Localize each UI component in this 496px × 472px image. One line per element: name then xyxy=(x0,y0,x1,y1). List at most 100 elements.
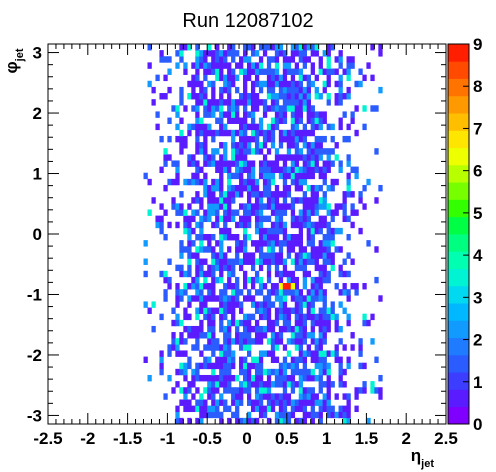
heatmap-cell xyxy=(298,197,304,204)
heatmap-cell xyxy=(203,362,208,370)
heatmap-cell xyxy=(266,148,272,155)
heatmap-cell xyxy=(378,86,383,94)
heatmap-cell xyxy=(318,111,323,118)
heatmap-cell xyxy=(258,381,264,388)
heatmap-cell xyxy=(175,417,180,425)
heatmap-cell xyxy=(330,381,335,388)
heatmap-cell xyxy=(258,240,264,247)
heatmap-cell xyxy=(227,129,232,137)
heatmap-cell xyxy=(254,68,260,75)
heatmap-cell xyxy=(294,221,300,229)
heatmap-cell xyxy=(219,270,224,278)
heatmap-cell xyxy=(326,313,331,321)
heatmap-cell xyxy=(342,307,347,314)
heatmap-cell xyxy=(270,191,276,198)
heatmap-cell xyxy=(183,313,188,321)
heatmap-cell xyxy=(254,368,260,376)
heatmap-cell xyxy=(318,172,323,180)
heatmap-cell xyxy=(203,105,208,112)
heatmap-cell xyxy=(286,393,292,400)
heatmap-cell xyxy=(219,129,224,137)
heatmap-cell xyxy=(179,368,184,376)
heatmap-cell xyxy=(254,135,260,143)
heatmap-cell xyxy=(254,93,260,100)
heatmap-cell xyxy=(155,111,160,118)
heatmap-cell xyxy=(203,295,208,302)
heatmap-cell xyxy=(306,221,311,229)
heatmap-cell xyxy=(266,301,272,308)
heatmap-cell xyxy=(286,234,292,241)
heatmap-cell xyxy=(358,80,363,88)
heatmap-cell xyxy=(294,166,300,174)
heatmap-cell xyxy=(247,172,252,180)
heatmap-cell xyxy=(298,374,304,382)
heatmap-cell xyxy=(187,417,192,425)
heatmap-cell xyxy=(231,154,236,161)
heatmap-cell xyxy=(322,338,327,345)
heatmap-cell xyxy=(262,191,268,198)
heatmap-cell xyxy=(247,197,252,204)
heatmap-cell xyxy=(195,172,200,180)
heatmap-cell xyxy=(191,123,196,131)
heatmap-cell xyxy=(290,142,296,149)
heatmap-cell xyxy=(211,129,216,137)
heatmap-cell xyxy=(239,368,244,376)
heatmap-cell xyxy=(207,184,212,192)
heatmap-cell xyxy=(262,313,268,321)
heatmap-cell xyxy=(243,362,248,370)
heatmap-cell xyxy=(211,93,216,100)
heatmap-cell xyxy=(219,325,224,333)
heatmap-cell xyxy=(211,362,216,370)
heatmap-cell xyxy=(199,215,204,223)
heatmap-cell xyxy=(235,301,240,308)
heatmap-cell xyxy=(354,393,359,400)
heatmap-cell xyxy=(211,154,216,161)
heatmap-cell xyxy=(266,246,272,253)
heatmap-cell xyxy=(235,325,240,333)
heatmap-cell xyxy=(294,184,300,192)
heatmap-cell xyxy=(274,313,280,321)
heatmap-cell xyxy=(346,123,351,131)
heatmap-cell xyxy=(274,93,280,100)
heatmap-cell xyxy=(294,356,300,364)
heatmap-cell xyxy=(187,270,192,278)
heatmap-cell xyxy=(207,44,212,51)
heatmap-cell xyxy=(211,393,216,400)
heatmap-cell xyxy=(294,344,300,351)
heatmap-cell xyxy=(318,362,323,370)
heatmap-cell xyxy=(250,123,256,131)
heatmap-cell xyxy=(227,332,232,339)
heatmap-cell xyxy=(187,332,192,339)
heatmap-cell xyxy=(306,142,311,149)
heatmap-cell xyxy=(274,417,280,425)
heatmap-cell xyxy=(207,325,212,333)
heatmap-cell xyxy=(318,227,323,235)
color-scale-frame xyxy=(447,43,470,425)
heatmap-cell xyxy=(175,289,180,296)
heatmap-cell xyxy=(211,197,216,204)
heatmap-cell xyxy=(318,221,323,229)
heatmap-cell xyxy=(318,264,323,272)
heatmap-cell xyxy=(306,166,311,174)
heatmap-cell xyxy=(254,374,260,382)
heatmap-cell xyxy=(278,86,284,94)
heatmap-cell xyxy=(302,374,307,382)
heatmap-cell xyxy=(163,148,168,155)
heatmap-cell xyxy=(254,99,260,106)
heatmap-cell xyxy=(290,276,296,284)
heatmap-cell xyxy=(203,62,208,69)
heatmap-cell xyxy=(195,252,200,259)
heatmap-cell xyxy=(207,191,212,198)
heatmap-cell xyxy=(195,338,200,345)
heatmap-cell xyxy=(207,289,212,296)
heatmap-cell xyxy=(326,276,331,284)
heatmap-cell xyxy=(199,129,204,137)
heatmap-cell xyxy=(159,227,164,235)
heatmap-cell xyxy=(227,50,232,57)
heatmap-cell xyxy=(270,117,276,124)
heatmap-cell xyxy=(258,307,264,314)
heatmap-cell xyxy=(302,99,307,106)
heatmap-cell xyxy=(199,99,204,106)
heatmap-cell xyxy=(278,332,284,339)
